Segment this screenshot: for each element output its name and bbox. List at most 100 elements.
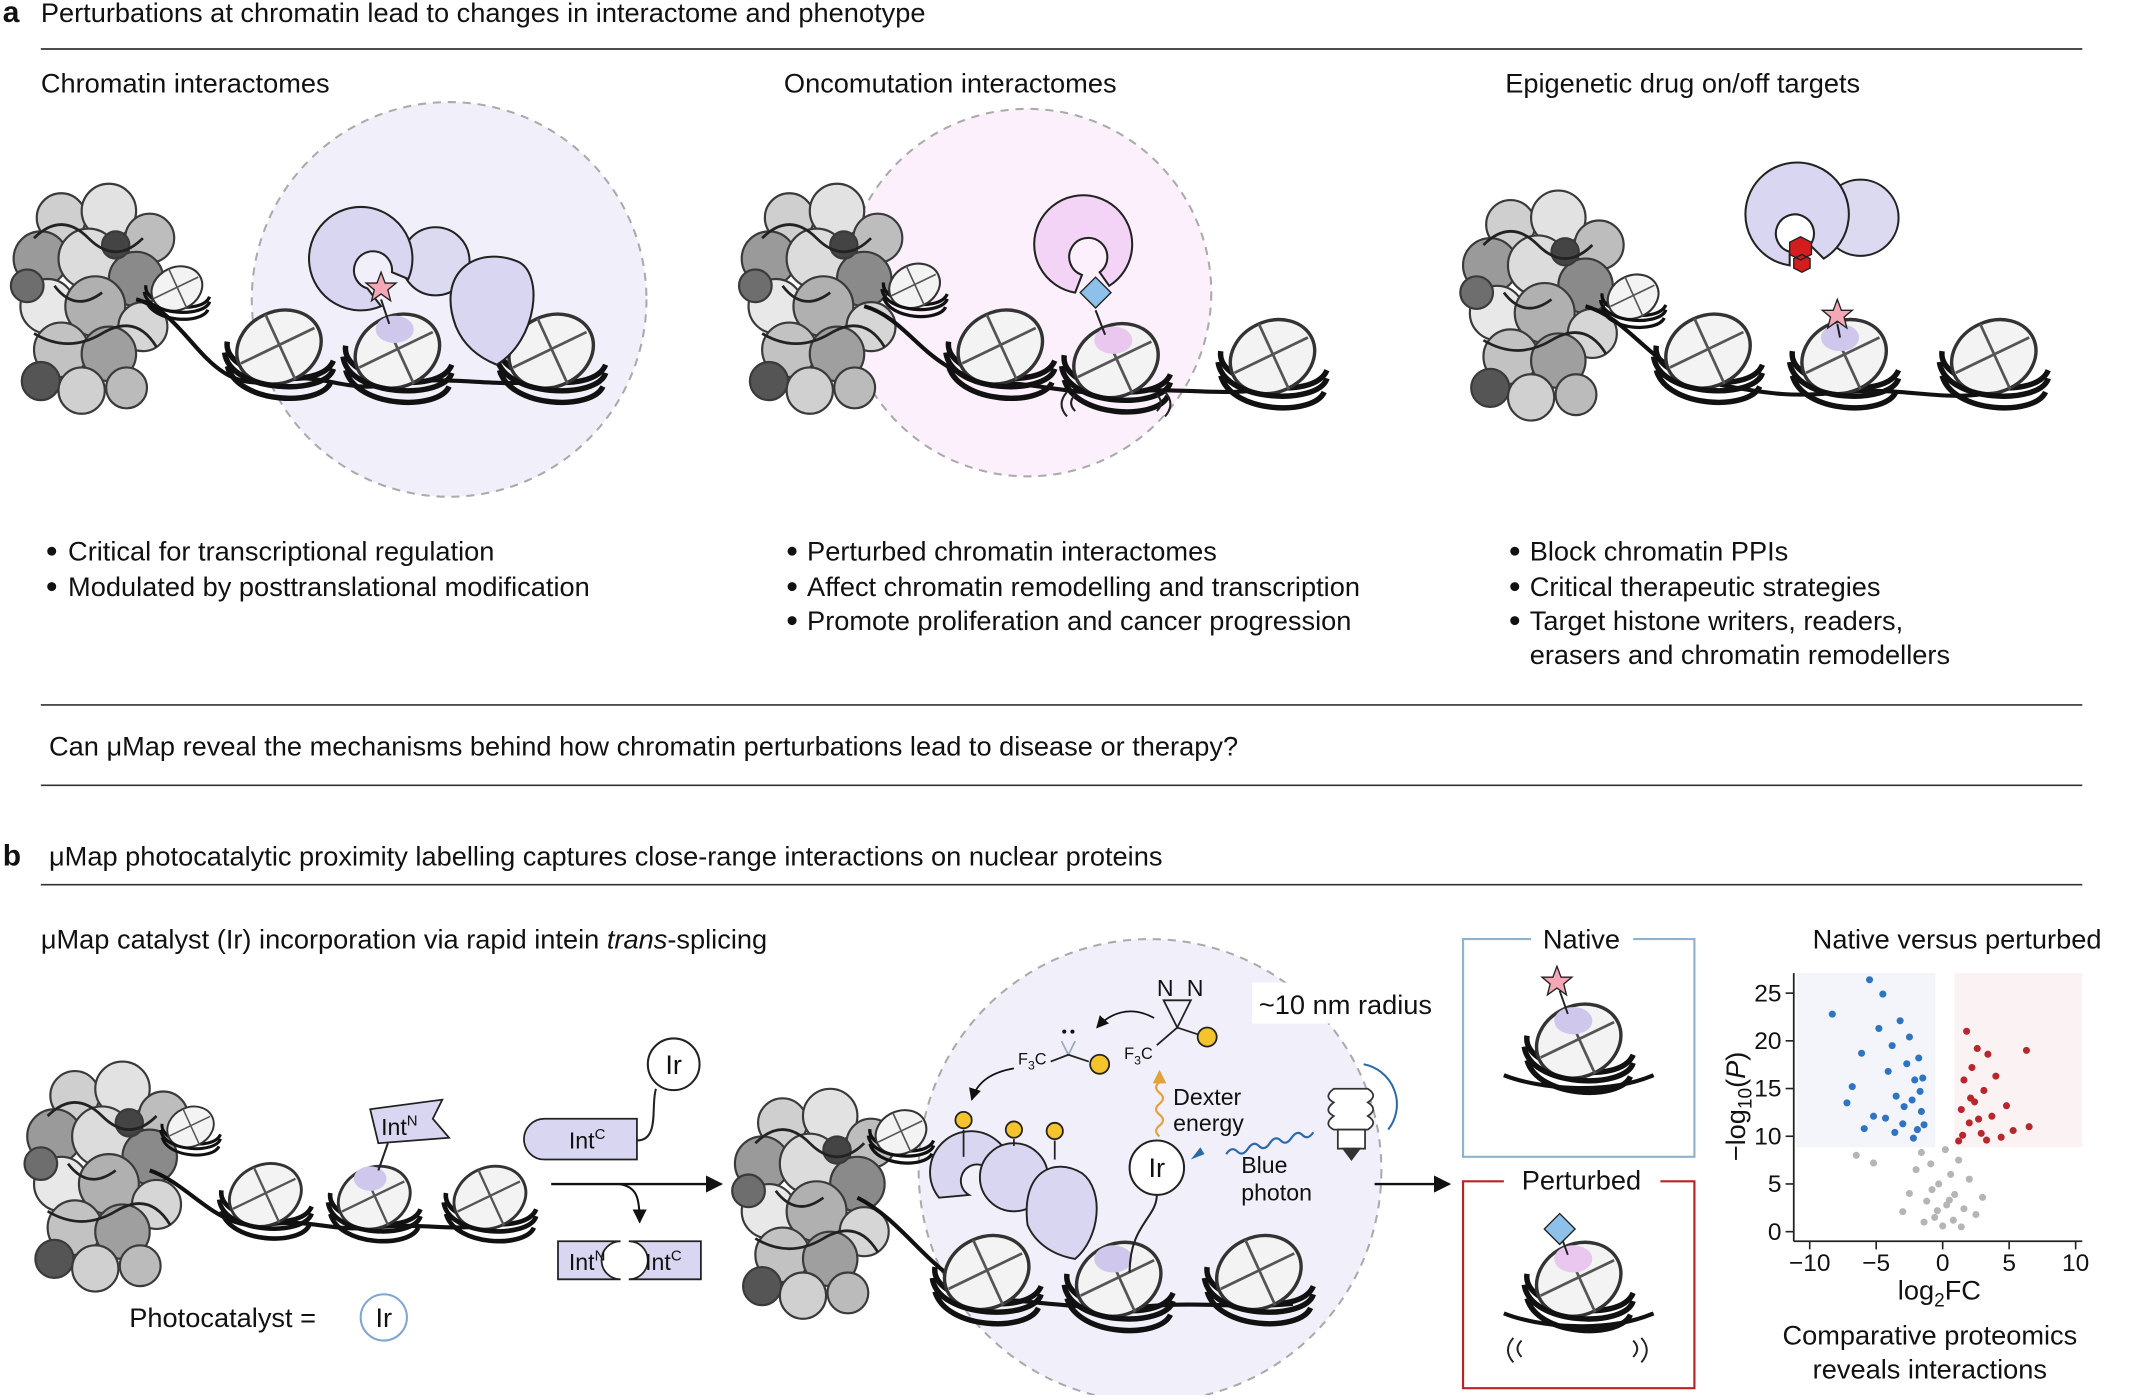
caption: Comparative proteomics (1782, 1320, 2077, 1351)
x-tick-label: 5 (2002, 1250, 2016, 1277)
bullet-text: Modulated by posttranslational modificat… (68, 571, 590, 602)
data-point (1858, 1049, 1866, 1057)
significance-region (1796, 973, 1936, 1148)
data-point (1992, 1072, 2000, 1080)
data-point (1899, 1120, 1907, 1128)
data-point (2009, 1126, 2017, 1135)
question: Can μMap reveal the mechanisms behind ho… (49, 730, 1238, 761)
bullet-list: Critical for transcriptional regulation … (47, 536, 1950, 670)
intein-sup: C (595, 1126, 606, 1143)
catalyst-label: Ir (375, 1302, 392, 1333)
data-point (1888, 1042, 1896, 1050)
data-point (1923, 1197, 1931, 1205)
bullet-text: Perturbed chromatin interactomes (807, 536, 1217, 567)
data-point (1928, 1186, 1936, 1194)
data-point (1960, 1205, 1968, 1213)
data-point (1939, 1222, 1947, 1230)
data-point (1931, 1213, 1939, 1221)
data-point (1984, 1050, 1992, 1058)
y-axis-label-part: ) (1720, 1052, 1751, 1061)
x-axis-label-sub: 2 (1934, 1291, 1945, 1312)
catalyst-label: Ir (665, 1049, 682, 1080)
data-point (1896, 1017, 1904, 1025)
data-point (1905, 1033, 1913, 1041)
y-tick-label: 5 (1768, 1171, 1782, 1198)
bullet-text: Block chromatin PPIs (1530, 536, 1789, 567)
data-point (1947, 1170, 1955, 1178)
y-tick-label: 20 (1754, 1028, 1781, 1055)
data-point (2022, 1046, 2030, 1054)
data-point (1949, 1216, 1957, 1224)
data-point (1941, 1146, 1949, 1154)
column-heading: Oncomutation interactomes (784, 68, 1117, 99)
data-point (1860, 1125, 1868, 1133)
intein-label: IntC (645, 1247, 682, 1275)
data-point (1935, 1180, 1943, 1188)
data-point (1920, 1121, 1928, 1129)
data-point (1933, 1207, 1941, 1215)
panel-title: Perturbations at chromatin lead to chang… (41, 0, 926, 28)
data-point (1866, 976, 1874, 984)
subtitle-text: μMap catalyst (Ir) incorporation via rap… (41, 924, 607, 955)
y-tick-label: 15 (1754, 1076, 1781, 1103)
data-point (1972, 1210, 1980, 1219)
dexter-label: Dexter (1173, 1084, 1241, 1110)
data-point (1957, 1223, 1965, 1231)
construct-illustration: IntN (23, 1060, 536, 1293)
data-point (1920, 1218, 1928, 1226)
intein-base: Int (381, 1114, 407, 1140)
y-axis-label-part: P (1720, 1061, 1751, 1079)
data-point (1979, 1193, 1987, 1201)
data-point (1973, 1044, 1981, 1053)
cf3-label: F3C (1018, 1050, 1047, 1072)
cf3-sub: 3 (1134, 1053, 1141, 1067)
intein-label: IntN (381, 1113, 418, 1141)
data-point (1977, 1129, 1985, 1137)
data-point (1881, 1114, 1890, 1122)
splicing-reaction: IntC Ir IntN IntC (523, 1037, 724, 1281)
data-point (1843, 1099, 1851, 1107)
cf3-part: F (1018, 1050, 1028, 1068)
data-point (1975, 1115, 1983, 1123)
diazirine-atom: N (1157, 975, 1174, 1001)
data-point (1911, 1076, 1919, 1084)
bullet-text: erasers and chromatin remodellers (1530, 639, 1950, 670)
volcano-plot: Native versus perturbed −log10(P) log2FC… (1720, 924, 2102, 1385)
data-point (1884, 1067, 1892, 1075)
data-point (2002, 1102, 2011, 1110)
bullet-text: Target histone writers, readers, (1530, 605, 1903, 636)
intein-base: Int (569, 1249, 595, 1275)
column-heading: Chromatin interactomes (41, 68, 330, 99)
cf3-label: F3C (1124, 1045, 1153, 1067)
data-point (1983, 1136, 1991, 1144)
photocatalyst-icon: Ir (359, 1293, 408, 1342)
y-axis-label-part: ( (1720, 1079, 1751, 1088)
native-box: Native (1461, 924, 1696, 1158)
y-tick-label: 25 (1754, 980, 1781, 1007)
catalyst-label: Ir (1149, 1152, 1166, 1183)
data-point (1869, 1159, 1878, 1167)
panel-label: a (3, 0, 20, 29)
cf3-part: F (1124, 1045, 1134, 1063)
y-axis-label-sub: 10 (1736, 1088, 1757, 1109)
plot-title: Native versus perturbed (1813, 924, 2102, 955)
data-point (1955, 1156, 1963, 1164)
state-label: Native (1543, 924, 1620, 955)
labelling-illustration: Ir N N F3C F3C Dexter energy Blue photon… (730, 938, 1450, 1400)
significance-region (1954, 973, 2083, 1148)
cf3-part: C (1035, 1050, 1047, 1068)
x-axis-label: log2FC (1898, 1275, 1981, 1312)
data-point (1891, 1128, 1899, 1136)
data-point (1963, 1027, 1971, 1035)
x-axis-label-part: FC (1945, 1275, 1981, 1306)
data-point (1965, 1175, 1973, 1183)
intein-base: Int (645, 1249, 671, 1275)
data-point (1916, 1087, 1924, 1095)
data-point (1905, 1189, 1913, 1198)
data-point (1955, 1137, 1963, 1145)
intein-base: Int (569, 1128, 595, 1154)
intein-sup: N (595, 1247, 606, 1264)
data-point (1900, 1103, 1908, 1111)
y-tick-label: 10 (1754, 1123, 1781, 1150)
y-tick-label: 0 (1768, 1219, 1782, 1246)
